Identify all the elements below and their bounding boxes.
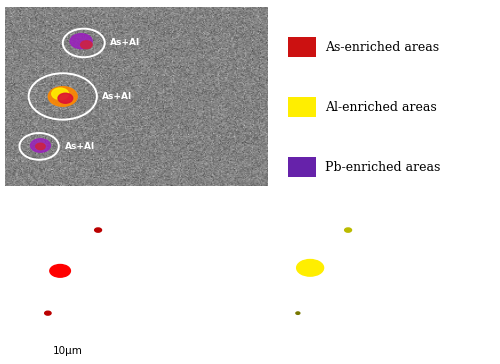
Text: As: As — [126, 223, 142, 237]
Text: Al: Al — [326, 306, 340, 320]
Circle shape — [52, 88, 68, 99]
Circle shape — [94, 228, 102, 232]
Text: As+Al: As+Al — [110, 39, 140, 47]
Circle shape — [344, 228, 352, 232]
Circle shape — [80, 41, 92, 49]
Text: Pb-enriched areas: Pb-enriched areas — [325, 161, 440, 174]
Text: 10μm: 10μm — [52, 346, 82, 356]
FancyBboxPatch shape — [288, 97, 316, 117]
Circle shape — [296, 260, 324, 276]
Text: Al: Al — [376, 223, 390, 237]
Circle shape — [70, 34, 92, 49]
Circle shape — [30, 139, 50, 152]
Circle shape — [58, 93, 72, 103]
Circle shape — [36, 143, 45, 150]
Text: Al-enriched areas: Al-enriched areas — [325, 101, 436, 114]
Text: As: As — [106, 268, 122, 280]
Text: As+Al: As+Al — [66, 142, 96, 151]
Text: As+Al: As+Al — [102, 92, 132, 101]
FancyBboxPatch shape — [288, 157, 316, 177]
Text: As: As — [76, 306, 92, 320]
Circle shape — [48, 87, 77, 106]
Text: Al: Al — [356, 268, 370, 280]
Circle shape — [44, 311, 51, 315]
FancyBboxPatch shape — [288, 37, 316, 58]
Text: As-enriched areas: As-enriched areas — [325, 41, 439, 54]
Circle shape — [50, 265, 70, 277]
Circle shape — [296, 312, 300, 314]
